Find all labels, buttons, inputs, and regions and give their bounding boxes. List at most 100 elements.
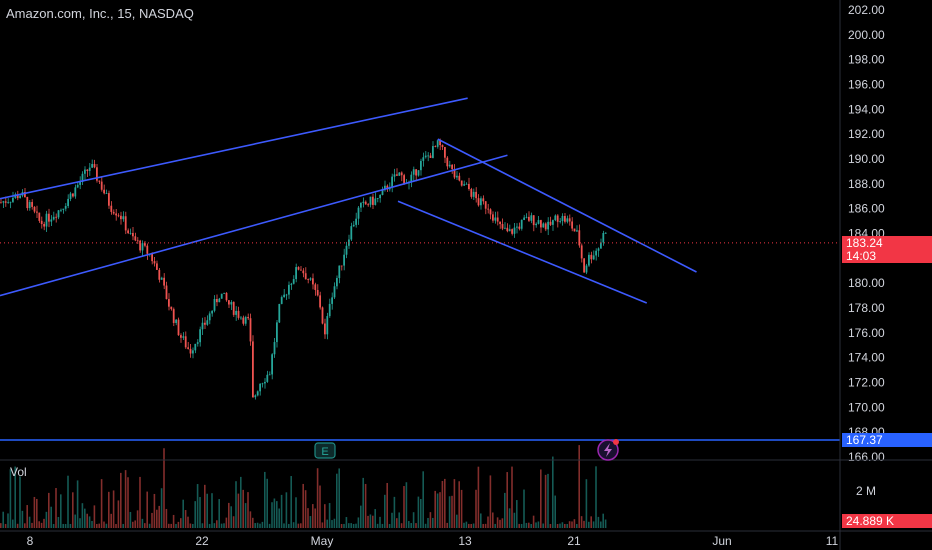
volume-bar	[482, 523, 484, 528]
trendline-lower-ascending-channel[interactable]	[0, 154, 508, 297]
candle-body	[172, 309, 175, 323]
price-tick-label: 170.00	[848, 400, 885, 414]
candle-body	[69, 193, 72, 199]
candle-body	[266, 374, 269, 382]
candle-body	[336, 278, 338, 287]
volume-bar	[439, 492, 441, 528]
candle-body	[230, 302, 233, 305]
volume-bar	[194, 501, 196, 528]
candle-body	[592, 255, 595, 260]
price-tick-label: 178.00	[848, 301, 885, 315]
candle-body	[100, 181, 103, 190]
earnings-marker[interactable]: E	[314, 442, 336, 459]
candle-body	[537, 220, 540, 224]
candle-body	[304, 273, 307, 280]
volume-bar	[36, 498, 38, 528]
volume-bar	[571, 521, 573, 528]
candle-body	[410, 174, 413, 182]
trendline-lower-descending-channel[interactable]	[397, 200, 648, 304]
volume-bar	[516, 500, 518, 528]
candles	[0, 138, 607, 400]
volume-bar	[513, 512, 516, 528]
volume-bar	[604, 519, 607, 528]
horizontal-line-price-badge: 167.37	[842, 433, 932, 447]
volume-bar	[312, 504, 314, 528]
price-tick-label: 196.00	[848, 78, 885, 92]
candle-body	[316, 289, 319, 296]
volume-bar	[477, 466, 480, 528]
candle-body	[400, 172, 403, 176]
volume-bar	[453, 479, 456, 528]
volume-bar	[316, 468, 319, 528]
trendline-upper-ascending-channel[interactable]	[0, 97, 468, 200]
volume-bar	[79, 518, 81, 528]
volume-bar	[400, 523, 403, 528]
volume-bar	[324, 504, 326, 528]
candle-body	[590, 254, 593, 260]
volume-bar	[235, 481, 237, 528]
candle-body	[444, 146, 446, 158]
candle-body	[64, 206, 67, 209]
candle-body	[38, 212, 41, 221]
volume-bar	[410, 523, 412, 528]
candle-body	[151, 253, 153, 262]
chart-title: Amazon.com, Inc., 15, NASDAQ	[6, 6, 194, 21]
candle-body	[218, 298, 221, 303]
volume-bar	[398, 512, 400, 528]
volume-bar	[148, 523, 151, 528]
candle-body	[290, 283, 293, 285]
candle-body	[362, 201, 365, 203]
lightning-event-marker[interactable]	[597, 439, 619, 461]
candle-body	[573, 228, 576, 232]
volume-bar	[552, 456, 554, 528]
volume-bar	[220, 523, 223, 528]
notification-dot-icon	[613, 439, 619, 445]
candle-body	[357, 207, 360, 219]
candle-body	[504, 227, 506, 229]
volume-bar	[146, 491, 148, 528]
candle-body	[96, 167, 98, 181]
candle-body	[168, 299, 170, 307]
candle-body	[249, 318, 252, 342]
volume-bar	[369, 514, 372, 528]
candle-body	[511, 229, 513, 234]
candle-body	[571, 221, 573, 229]
volume-bar	[530, 524, 532, 528]
trendline-upper-descending-channel[interactable]	[437, 138, 697, 273]
candle-body	[520, 219, 523, 229]
volume-bar	[93, 505, 96, 528]
candle-body	[535, 223, 537, 226]
candle-body	[506, 227, 509, 232]
volume-bar	[124, 470, 127, 528]
volume-bar	[232, 516, 235, 528]
volume-bar	[489, 475, 492, 528]
volume-bar	[117, 500, 120, 528]
candle-body	[345, 245, 348, 255]
volume-bar	[417, 496, 420, 528]
volume-bar	[230, 506, 232, 528]
candle-body	[146, 245, 149, 254]
candle-body	[302, 270, 305, 274]
candle-body	[182, 336, 185, 338]
candle-body	[98, 180, 101, 182]
volume-bar	[52, 523, 55, 528]
volume-bar	[237, 493, 240, 528]
volume-bar	[314, 508, 316, 528]
candle-body	[352, 224, 355, 227]
trendlines[interactable]	[0, 97, 697, 304]
time-tick-label: 21	[567, 534, 581, 548]
volume-bar	[537, 521, 540, 528]
volume-bar	[91, 520, 93, 528]
volume-bar	[506, 472, 508, 528]
time-axis[interactable]: 8 22 May 13 21 Jun 11	[27, 534, 839, 548]
candle-body	[331, 297, 333, 304]
candle-body	[160, 277, 163, 280]
volume-value-badge: 24.889 K	[842, 514, 932, 528]
candle-body	[139, 240, 141, 251]
candle-body	[554, 215, 557, 221]
volume-bar	[580, 516, 583, 528]
candle-body	[458, 175, 461, 181]
candle-body	[487, 208, 489, 210]
